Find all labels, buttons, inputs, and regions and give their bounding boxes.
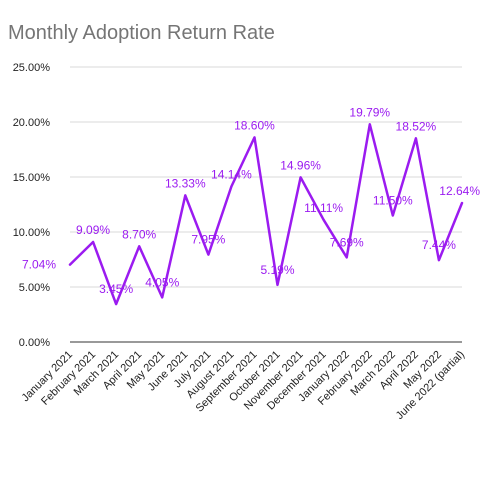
series-line [68, 123, 464, 306]
data-label: 7.44% [422, 238, 456, 252]
data-label: 7.95% [191, 233, 225, 247]
y-tick-label: 15.00% [13, 172, 51, 184]
data-label: 8.70% [122, 227, 156, 241]
data-label: 14.14% [211, 167, 252, 181]
data-label: 3.45% [99, 282, 133, 296]
data-label: 7.04% [22, 258, 56, 272]
y-axis-ticks: 0.00% 5.00% 10.00% 15.00% 20.00% 25.00% [13, 62, 51, 349]
data-label: 7.69% [330, 235, 364, 249]
data-label: 18.60% [234, 118, 275, 132]
data-label: 11.50% [373, 194, 413, 208]
data-label: 19.79% [349, 105, 390, 119]
y-tick-label: 25.00% [13, 62, 51, 74]
y-tick-label: 0.00% [19, 337, 50, 349]
data-label: 18.52% [396, 119, 437, 133]
grid-lines [70, 66, 462, 343]
data-label: 14.96% [280, 158, 321, 172]
data-labels: 7.04% 9.09% 3.45% 8.70% 4.05% 13.33% 7.95% 14.1… [22, 105, 480, 296]
data-label: 12.64% [439, 184, 480, 198]
data-label: 11.11% [304, 201, 343, 215]
y-tick-label: 20.00% [13, 117, 51, 129]
series-line-group [68, 123, 464, 306]
data-label: 4.05% [145, 275, 179, 289]
data-label: 5.19% [261, 263, 295, 277]
chart-title: Monthly Adoption Return Rate [8, 22, 275, 44]
data-label: 13.33% [165, 176, 206, 190]
y-tick-label: 10.00% [13, 227, 51, 239]
y-tick-label: 5.00% [19, 282, 50, 294]
data-label: 9.09% [76, 223, 110, 237]
